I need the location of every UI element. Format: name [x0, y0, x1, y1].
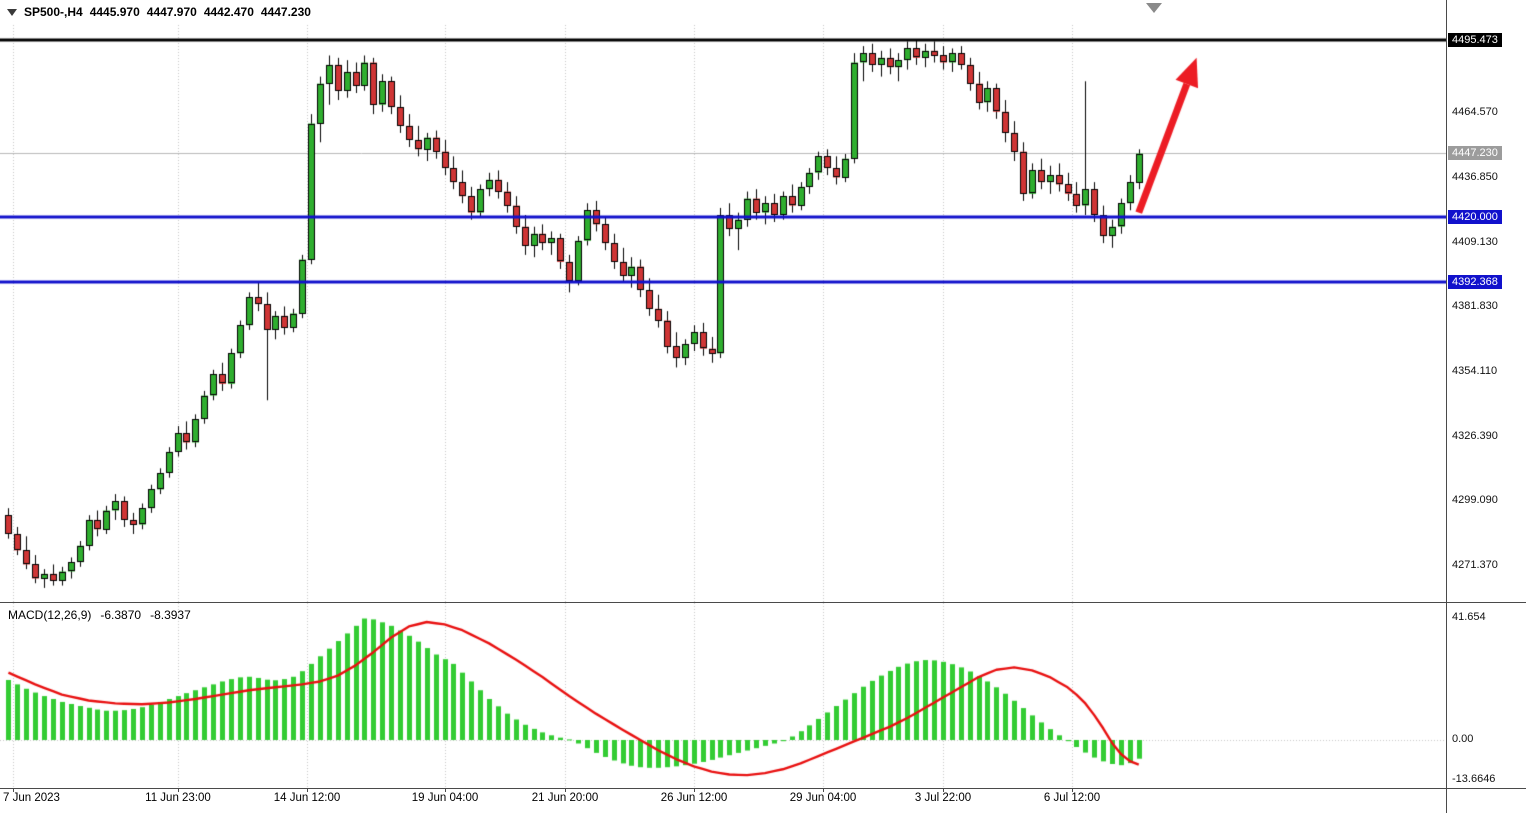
quote-low: 4442.470 [203, 5, 254, 19]
time-axis-tick [13, 788, 14, 792]
price-axis-label: 4464.570 [1452, 106, 1498, 118]
price-axis-label: 4409.130 [1452, 236, 1498, 248]
price-axis-label: 4271.370 [1452, 559, 1498, 571]
price-level-tag: 4495.473 [1448, 33, 1502, 47]
quote-close: 4447.230 [260, 5, 311, 19]
time-axis-label: 7 Jun 2023 [3, 792, 60, 804]
macd-axis-label: -13.6646 [1452, 773, 1496, 785]
macd-axis-label: 41.654 [1452, 611, 1486, 623]
indicator-macd-value: -6.3870 [100, 608, 142, 622]
symbol-label: SP500-,H4 [24, 5, 83, 19]
time-axis-label: 14 Jun 12:00 [273, 792, 341, 804]
price-level-tag: 4420.000 [1448, 210, 1502, 224]
price-axis-label: 4354.110 [1452, 365, 1498, 377]
time-axis-tick [445, 788, 446, 792]
time-axis-label: 26 Jun 12:00 [660, 792, 728, 804]
indicator-name: MACD(12,26,9) [8, 608, 92, 622]
time-axis-tick [1072, 788, 1073, 792]
time-axis-label: 11 Jun 23:00 [145, 792, 211, 804]
price-chart-canvas[interactable] [0, 0, 1446, 602]
indicator-label: MACD(12,26,9) -6.3870 -8.3937 [8, 608, 191, 622]
time-axis-label: 3 Jul 22:00 [914, 792, 972, 804]
time-axis-label: 29 Jun 04:00 [789, 792, 857, 804]
time-axis[interactable]: 7 Jun 2023 11 Jun 23:00 14 Jun 12:00 19 Jun… [0, 788, 1446, 813]
time-axis-tick [178, 788, 179, 792]
quote-high: 4447.970 [146, 5, 197, 19]
price-level-tag: 4447.230 [1448, 146, 1502, 160]
price-axis-label: 4326.390 [1452, 430, 1498, 442]
time-axis-label: 19 Jun 04:00 [411, 792, 479, 804]
symbol-marker-icon [7, 8, 17, 16]
chart-shift-marker-icon[interactable] [1146, 3, 1162, 13]
panel-separator[interactable] [0, 602, 1526, 603]
time-axis-tick [823, 788, 824, 792]
price-axis-border [1446, 0, 1447, 813]
price-level-tag: 4392.368 [1448, 275, 1502, 289]
time-axis-label: 21 Jun 20:00 [531, 792, 599, 804]
price-axis-label: 4381.830 [1452, 300, 1498, 312]
macd-axis[interactable]: 41.654 0.00 -13.6646 [1447, 0, 1526, 813]
time-axis-tick [694, 788, 695, 792]
time-axis-label: 6 Jul 12:00 [1043, 792, 1101, 804]
time-axis-tick [565, 788, 566, 792]
quote-open: 4445.970 [89, 5, 140, 19]
macd-axis-label: 0.00 [1452, 733, 1474, 745]
macd-panel-canvas[interactable] [0, 603, 1446, 788]
time-axis-tick [307, 788, 308, 792]
price-axis-label: 4436.850 [1452, 171, 1498, 183]
price-axis-label: 4299.090 [1452, 494, 1498, 506]
chart-quote-header: SP500-,H4 4445.970 4447.970 4442.470 444… [7, 5, 311, 19]
time-axis-separator [0, 788, 1526, 789]
indicator-signal-value: -8.3937 [150, 608, 191, 622]
price-axis[interactable]: 4495.473 4464.570 4447.230 4436.850 4420.000… [1447, 0, 1526, 813]
time-axis-tick [943, 788, 944, 792]
